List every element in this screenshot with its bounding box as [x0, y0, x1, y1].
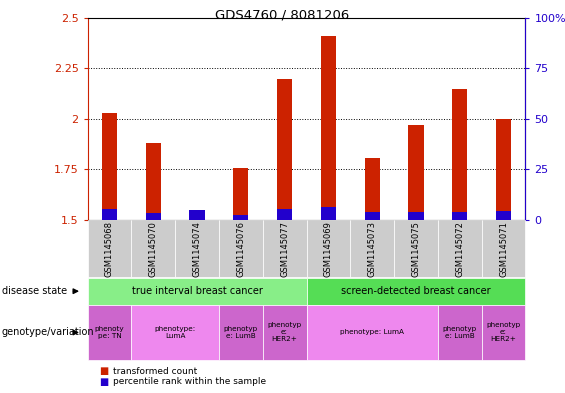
Text: GSM1145071: GSM1145071	[499, 220, 508, 277]
Bar	[408, 125, 424, 220]
Bar	[364, 158, 380, 220]
Bar	[321, 207, 336, 220]
Text: GSM1145069: GSM1145069	[324, 220, 333, 277]
Text: GSM1145077: GSM1145077	[280, 220, 289, 277]
Text: GSM1145068: GSM1145068	[105, 220, 114, 277]
Text: GSM1145074: GSM1145074	[193, 220, 202, 277]
Bar	[321, 36, 336, 220]
Bar	[408, 212, 424, 220]
Bar	[233, 215, 249, 220]
Text: phenotyp
e:
HER2+: phenotyp e: HER2+	[486, 323, 521, 342]
Text: phenotype: LumA: phenotype: LumA	[340, 329, 404, 336]
Bar	[496, 211, 511, 220]
Text: phenotyp
e: LumB: phenotyp e: LumB	[442, 326, 477, 339]
Text: phenotyp
e: LumB: phenotyp e: LumB	[224, 326, 258, 339]
Bar	[102, 209, 117, 220]
Text: disease state: disease state	[2, 286, 67, 296]
Text: transformed count: transformed count	[113, 367, 197, 376]
Bar	[102, 113, 117, 220]
Bar	[189, 210, 205, 220]
Text: GSM1145072: GSM1145072	[455, 220, 464, 277]
Text: GDS4760 / 8081206: GDS4760 / 8081206	[215, 9, 350, 22]
Text: phenotyp
e:
HER2+: phenotyp e: HER2+	[267, 323, 302, 342]
Bar	[277, 79, 292, 220]
Bar	[452, 88, 467, 220]
Text: GSM1145073: GSM1145073	[368, 220, 377, 277]
Text: GSM1145075: GSM1145075	[411, 220, 420, 277]
Bar	[233, 169, 249, 220]
Text: ■: ■	[99, 377, 108, 387]
Bar	[189, 217, 205, 220]
Text: ■: ■	[99, 366, 108, 376]
Bar	[277, 209, 292, 220]
Text: true interval breast cancer: true interval breast cancer	[132, 286, 263, 296]
Text: percentile rank within the sample: percentile rank within the sample	[113, 378, 266, 386]
Bar	[496, 119, 511, 220]
Text: phenotype:
LumA: phenotype: LumA	[154, 326, 196, 339]
Text: GSM1145070: GSM1145070	[149, 220, 158, 277]
Bar	[452, 212, 467, 220]
Bar	[146, 143, 161, 220]
Bar	[364, 212, 380, 220]
Text: phenoty
pe: TN: phenoty pe: TN	[95, 326, 124, 339]
Text: genotype/variation: genotype/variation	[2, 327, 94, 338]
Bar	[146, 213, 161, 220]
Text: GSM1145076: GSM1145076	[236, 220, 245, 277]
Text: screen-detected breast cancer: screen-detected breast cancer	[341, 286, 491, 296]
